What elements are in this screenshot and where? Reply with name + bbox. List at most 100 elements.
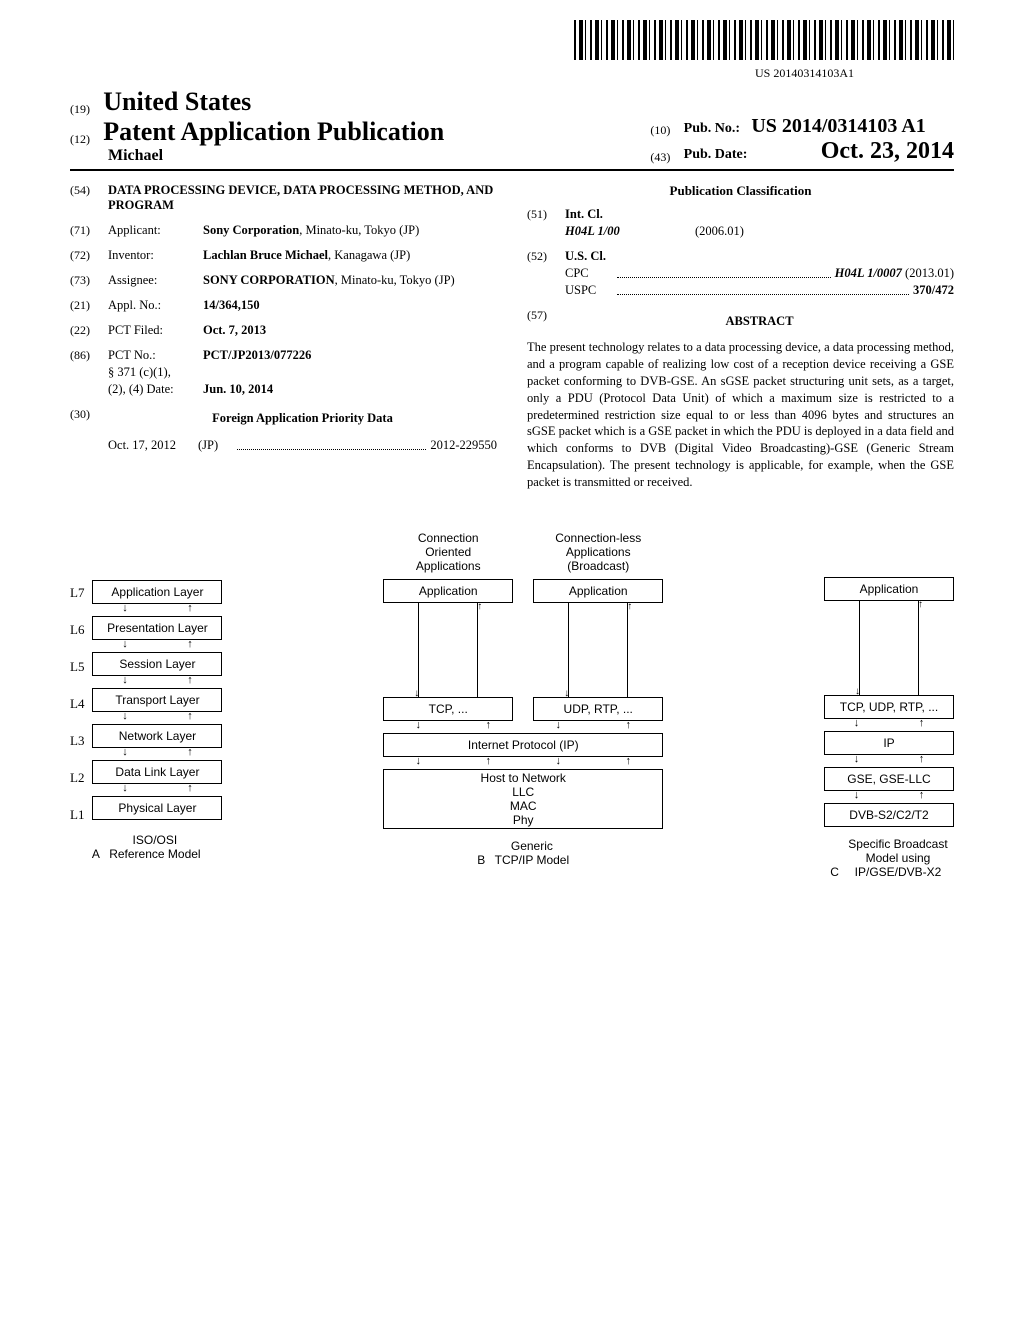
f21-val: 14/364,150 [203,298,497,313]
f86-label: PCT No.: [108,348,203,363]
arrows: ↓↑ [824,719,954,731]
box-c-ip: IP [824,731,954,755]
f71-addr: , Minato-ku, Tokyo (JP) [299,223,419,237]
box-a-trans: Transport Layer [92,688,222,712]
f51-code: H04L 1/00 [565,224,695,239]
figure-diagrams: L7 L6 L5 L4 L3 L2 L1 Application Layer ↓… [70,531,954,879]
abs-num: (57) [527,308,565,335]
arrows: ↓↑ [92,784,222,796]
level-l3: L3 [70,733,84,749]
biblio-left: (54) DATA PROCESSING DEVICE, DATA PROCES… [70,183,497,491]
box-c-gse: GSE, GSE-LLC [824,767,954,791]
f86-sub2-val: Jun. 10, 2014 [203,382,497,397]
f72-num: (72) [70,248,108,263]
abs-title: ABSTRACT [565,314,954,329]
arrows: ↓↑ [92,712,222,724]
barcode-container [70,20,954,64]
box-c-phy: DVB-S2/C2/T2 [824,803,954,827]
label-43: (43) [650,150,680,165]
f22-num: (22) [70,323,108,338]
barcode-number: US 20140314103A1 [70,66,954,81]
field-54: (54) DATA PROCESSING DEVICE, DATA PROCES… [70,183,497,213]
f30-title: Foreign Application Priority Data [108,411,497,426]
label-12: (12) [70,132,100,147]
field-30: (30) Foreign Application Priority Data [70,407,497,434]
field-21: (21) Appl. No.: 14/364,150 [70,298,497,313]
arrows: ↓↑ ↓↑ [383,721,663,733]
bibliographic-data: (54) DATA PROCESSING DEVICE, DATA PROCES… [70,183,954,491]
f73-label: Assignee: [108,273,203,288]
f52-cpc-year: (2013.01) [905,266,954,280]
f52-num: (52) [527,249,565,264]
f71-num: (71) [70,223,108,238]
b-header2: Connection-less Applications (Broadcast) [533,531,663,573]
box-b-app2: Application [533,579,663,603]
field-22: (22) PCT Filed: Oct. 7, 2013 [70,323,497,338]
header-right: (10) Pub. No.: US 2014/0314103 A1 (43) P… [650,115,954,165]
field-72: (72) Inventor: Lachlan Bruce Michael, Ka… [70,248,497,263]
f72-label: Inventor: [108,248,203,263]
pub-no-label: Pub. No.: [684,121,740,136]
pub-date-line: (43) Pub. Date: Oct. 23, 2014 [650,138,954,165]
uspc-dots [617,280,909,295]
f52-label: U.S. Cl. [565,249,954,264]
f52-cpc-val: H04L 1/0007 [835,266,902,280]
box-a-phys: Physical Layer [92,796,222,820]
barcode [574,20,954,60]
f52-uspc-label: USPC [565,283,613,298]
c-spacer: ↓ ↑ [824,601,954,695]
box-a-sess: Session Layer [92,652,222,676]
box-b-app1: Application [383,579,513,603]
field-52-uspc: USPC 370/472 [527,283,954,298]
f22-label: PCT Filed: [108,323,203,338]
abstract-header: (57) ABSTRACT [527,308,954,335]
box-a-app: Application Layer [92,580,222,604]
arrows: ↓↑ [824,791,954,803]
arrows: ↓↑ [92,676,222,688]
label-10: (10) [650,123,680,138]
box-b-tcp: TCP, ... [383,697,513,721]
box-a-net: Network Layer [92,724,222,748]
level-labels: L7 L6 L5 L4 L3 L2 L1 [70,585,84,823]
field-52-cpc: CPC H04L 1/0007 (2013.01) [527,266,954,281]
f21-label: Appl. No.: [108,298,203,313]
field-30-data: Oct. 17, 2012 (JP) 2012-229550 [70,438,497,453]
pub-no: US 2014/0314103 A1 [751,115,925,137]
header: (19) United States (12) Patent Applicati… [70,87,954,171]
level-l7: L7 [70,585,84,601]
diag-b-title: B Generic TCP/IP Model [477,839,569,867]
level-l6: L6 [70,622,84,638]
b-transport-row: TCP, ... UDP, RTP, ... [383,697,663,721]
f72-name: Lachlan Bruce Michael [203,248,328,262]
box-a-link: Data Link Layer [92,760,222,784]
f73-name: SONY CORPORATION [203,273,335,287]
f86-num: (86) [70,348,108,363]
pub-date: Oct. 23, 2014 [821,138,954,164]
diag-b-letter: B [477,853,485,867]
f21-num: (21) [70,298,108,313]
diagram-col-a: L7 L6 L5 L4 L3 L2 L1 Application Layer ↓… [70,531,222,879]
level-l2: L2 [70,770,84,786]
f86-val: PCT/JP2013/077226 [203,348,497,363]
f51-num: (51) [527,207,565,222]
layer-stack-a: L7 L6 L5 L4 L3 L2 L1 Application Layer ↓… [70,577,222,823]
label-19: (19) [70,102,100,117]
arrows: ↓↑ [824,755,954,767]
arrows: ↓↑ [92,640,222,652]
biblio-right: Publication Classification (51) Int. Cl.… [527,183,954,491]
f30-country: (JP) [198,438,233,453]
b-header1: Connection Oriented Applications [383,531,513,573]
pub-no-line: (10) Pub. No.: US 2014/0314103 A1 [650,115,954,138]
f54-title: DATA PROCESSING DEVICE, DATA PROCESSING … [108,183,497,213]
col-b-headers: Connection Oriented Applications Connect… [383,531,663,573]
boxes-c: Application ↓ ↑ TCP, UDP, RTP, ... ↓↑ IP… [824,577,954,827]
box-b-udp: UDP, RTP, ... [533,697,663,721]
box-b-host: Host to Network LLC MAC Phy [383,769,663,829]
level-l4: L4 [70,696,84,712]
box-c-app: Application [824,577,954,601]
diag-a-t2: Reference Model [109,847,200,861]
f30-date: Oct. 17, 2012 [108,438,198,453]
f73-num: (73) [70,273,108,288]
box-c-transport: TCP, UDP, RTP, ... [824,695,954,719]
f72-addr: , Kanagawa (JP) [328,248,410,262]
